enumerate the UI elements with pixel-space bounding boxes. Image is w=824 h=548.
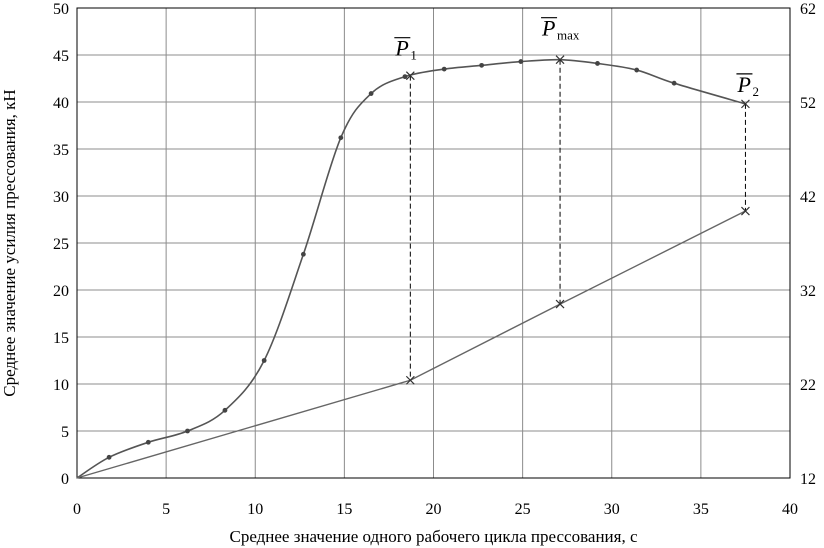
grid-layer: [77, 8, 790, 478]
series-point-force: [106, 454, 112, 460]
x-tick-label: 5: [162, 501, 170, 518]
series-point-force: [185, 428, 190, 434]
series-line-secondary: [76, 210, 746, 479]
y-tick-label: 50: [53, 1, 69, 18]
y2-tick-label: 42: [800, 189, 816, 206]
series-point-force: [222, 407, 228, 413]
y-tick-label: 30: [53, 189, 69, 206]
series-layer: [76, 58, 746, 479]
x-tick-label: 35: [693, 501, 709, 518]
y-tick-label: 35: [53, 142, 69, 159]
y-tick-label: 25: [53, 236, 69, 253]
y-tick-label: 0: [61, 471, 69, 488]
y-tick-label: 10: [53, 377, 69, 394]
x-tick-label: 40: [782, 501, 798, 518]
series-point-force: [634, 67, 640, 73]
annotation-label-p1: P: [394, 36, 408, 61]
annotation-marker-bottom-p1: [405, 375, 415, 385]
y-tick-label: 5: [61, 424, 69, 441]
x-tick-label: 0: [73, 501, 81, 518]
series-point-force: [441, 66, 447, 72]
y2-tick-label: 22: [800, 377, 816, 394]
y2-tick-label: 12: [800, 471, 816, 488]
ticks-layer: 0 5 10 15 20 25 30 35 40051015202530354045501222…: [53, 1, 816, 518]
y-tick-label: 15: [53, 330, 69, 347]
series-point-force: [402, 74, 408, 80]
series-point-force: [518, 59, 524, 64]
y2-tick-label: 32: [800, 283, 816, 300]
y-tick-label: 20: [53, 283, 69, 300]
x-tick-label: 25: [515, 501, 531, 518]
series-point-force: [145, 439, 151, 445]
series-point-force: [368, 91, 374, 96]
annotation-sub-pmax: max: [557, 28, 580, 43]
x-tick-label: 15: [336, 501, 352, 518]
y2-tick-label: 62: [800, 1, 816, 18]
x-tick-label: 10: [247, 501, 263, 518]
annotation-sub-p2: 2: [752, 84, 759, 99]
y-tick-label: 45: [53, 48, 69, 65]
annotation-marker-bottom-p2: [741, 206, 750, 216]
series-point-force: [671, 80, 677, 86]
series-point-force: [261, 358, 267, 363]
x-axis-label: Среднее значение одного рабочего цикла п…: [229, 527, 637, 546]
annotation-marker-top-p1: [405, 71, 415, 81]
series-point-force: [300, 251, 306, 257]
annotation-marker-top-pmax: [555, 55, 565, 65]
annotation-marker-top-p2: [741, 99, 750, 109]
annotation-label-pmax: P: [541, 16, 555, 41]
y-tick-label: 40: [53, 95, 69, 112]
series-point-force: [479, 62, 485, 68]
x-tick-label: 20: [426, 501, 442, 518]
series-point-force: [338, 135, 344, 141]
annotation-label-p2: P: [736, 72, 750, 97]
series-line-force: [76, 58, 746, 479]
annotation-marker-bottom-pmax: [555, 299, 565, 309]
x-tick-label: 30: [604, 501, 620, 518]
series-point-force: [595, 61, 600, 66]
y-axis-label: Среднее значение усилия прессования, кН: [0, 89, 19, 396]
y2-tick-label: 52: [800, 95, 816, 112]
annotation-sub-p1: 1: [410, 48, 417, 63]
plot-frame: [76, 7, 791, 479]
